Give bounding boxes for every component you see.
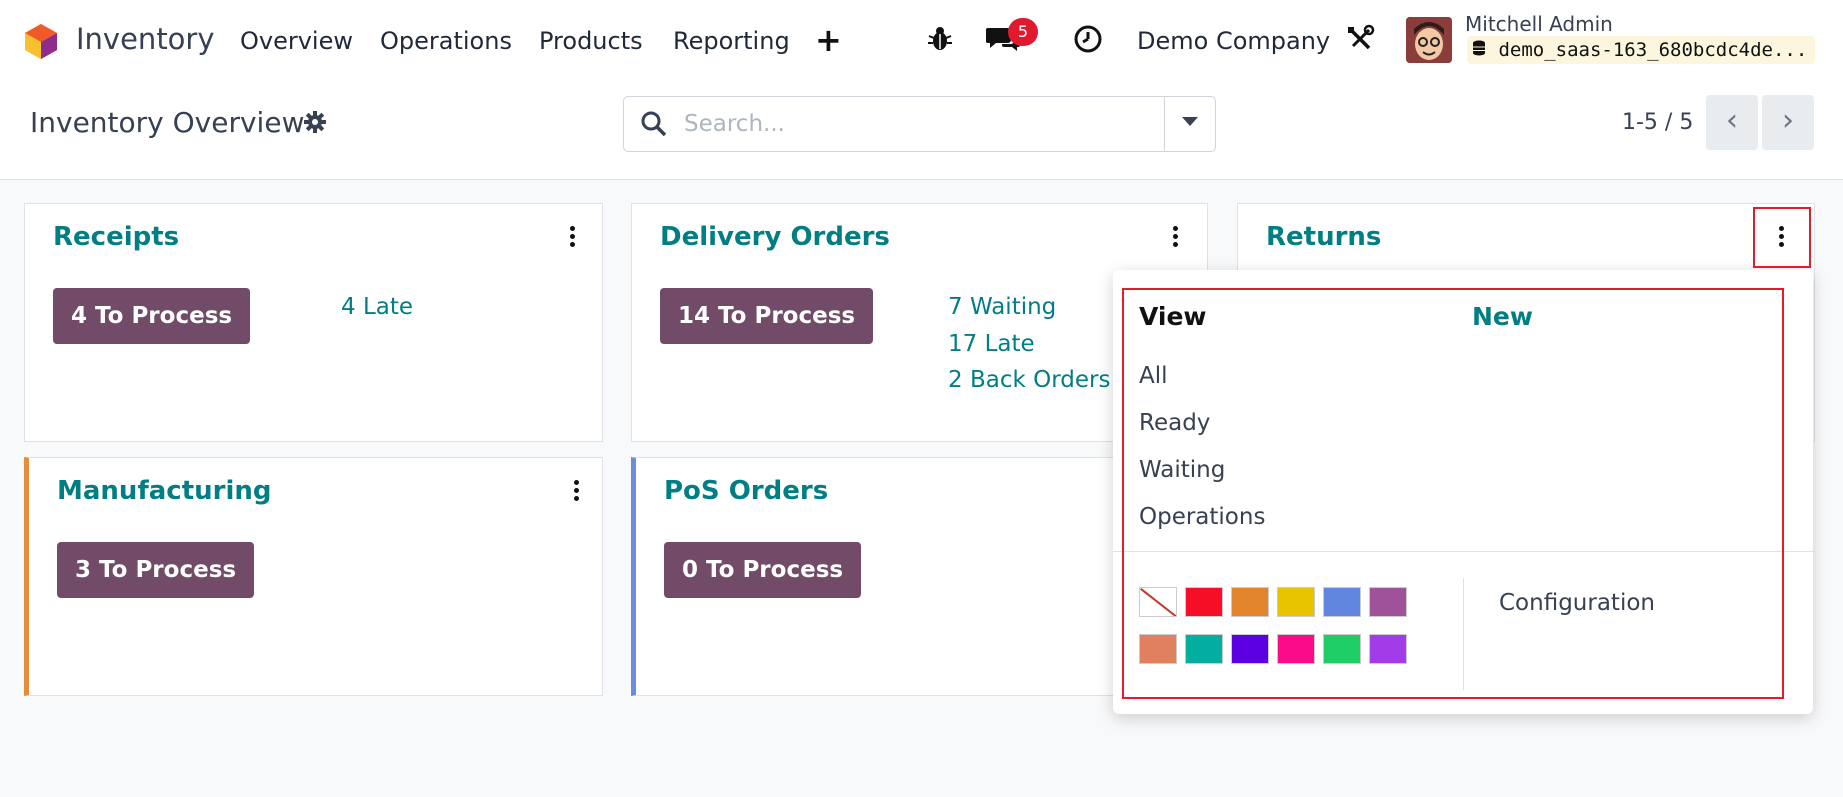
card-title[interactable]: Manufacturing xyxy=(57,476,272,506)
clock-icon[interactable] xyxy=(1073,24,1103,54)
menu-overview[interactable]: Overview xyxy=(240,27,353,55)
top-navbar: Inventory Overview Operations Products R… xyxy=(0,0,1843,80)
page-title: Inventory Overview xyxy=(30,106,305,139)
card-title[interactable]: Delivery Orders xyxy=(660,222,890,252)
gear-icon[interactable] xyxy=(303,110,327,134)
plus-icon[interactable]: + xyxy=(815,21,842,59)
search-input[interactable] xyxy=(684,107,1154,141)
pager-value[interactable]: 1-5 / 5 xyxy=(1622,110,1694,135)
search-icon xyxy=(641,111,667,137)
color-swatch[interactable] xyxy=(1323,634,1361,664)
color-swatch[interactable] xyxy=(1369,587,1407,617)
view-ready-item[interactable]: Ready xyxy=(1139,410,1211,436)
database-chip[interactable]: demo_saas-163_680bcdc4de... xyxy=(1467,36,1815,64)
view-waiting-item[interactable]: Waiting xyxy=(1139,457,1226,483)
kebab-menu-icon[interactable] xyxy=(1777,226,1785,250)
app-name[interactable]: Inventory xyxy=(76,22,215,56)
color-swatch[interactable] xyxy=(1231,634,1269,664)
chat-count-badge: 5 xyxy=(1008,18,1038,46)
user-avatar[interactable] xyxy=(1406,17,1452,63)
late-link[interactable]: 17 Late xyxy=(948,331,1035,357)
color-swatch[interactable] xyxy=(1185,634,1223,664)
late-link[interactable]: 4 Late xyxy=(341,294,414,320)
search-divider xyxy=(1164,97,1165,151)
tools-icon[interactable] xyxy=(1345,24,1375,54)
dropdown-divider xyxy=(1113,551,1813,552)
menu-reporting[interactable]: Reporting xyxy=(673,27,790,55)
kebab-menu-icon[interactable] xyxy=(572,480,580,504)
bug-icon[interactable] xyxy=(925,24,955,54)
color-swatch[interactable] xyxy=(1277,634,1315,664)
search-bar xyxy=(623,96,1216,152)
configuration-item[interactable]: Configuration xyxy=(1499,590,1655,616)
search-options-caret-icon[interactable] xyxy=(1182,117,1198,126)
new-section-heading: New xyxy=(1472,302,1533,331)
view-operations-item[interactable]: Operations xyxy=(1139,504,1266,530)
card-receipts: Receipts 4 To Process 4 Late xyxy=(24,203,603,442)
user-name[interactable]: Mitchell Admin xyxy=(1465,12,1613,36)
menu-products[interactable]: Products xyxy=(539,27,643,55)
card-title[interactable]: PoS Orders xyxy=(664,476,829,506)
color-swatch[interactable] xyxy=(1185,587,1223,617)
color-swatch[interactable] xyxy=(1277,587,1315,617)
to-process-button[interactable]: 0 To Process xyxy=(664,542,862,598)
card-options-dropdown: View New All Ready Waiting Operations Co… xyxy=(1113,270,1813,714)
database-name: demo_saas-163_680bcdc4de... xyxy=(1498,39,1808,61)
color-swatch[interactable] xyxy=(1323,587,1361,617)
color-swatch[interactable] xyxy=(1231,587,1269,617)
waiting-link[interactable]: 7 Waiting xyxy=(948,294,1057,320)
control-panel: Inventory Overview 1-5 / 5 ‹ › xyxy=(0,80,1843,180)
database-icon xyxy=(1473,36,1487,64)
menu-operations[interactable]: Operations xyxy=(380,27,512,55)
view-section-heading: View xyxy=(1139,302,1207,331)
back-orders-link[interactable]: 2 Back Orders xyxy=(948,367,1111,393)
color-swatch[interactable] xyxy=(1139,634,1177,664)
dropdown-vertical-divider xyxy=(1463,578,1464,690)
kebab-menu-icon[interactable] xyxy=(1171,226,1179,250)
kebab-menu-icon[interactable] xyxy=(568,226,576,250)
to-process-button[interactable]: 4 To Process xyxy=(53,288,251,344)
card-manufacturing: Manufacturing 3 To Process xyxy=(24,457,603,696)
view-all-item[interactable]: All xyxy=(1139,363,1168,389)
pager-previous-button[interactable]: ‹ xyxy=(1706,95,1758,150)
pager-next-button[interactable]: › xyxy=(1762,95,1814,150)
card-title[interactable]: Receipts xyxy=(53,222,180,252)
to-process-button[interactable]: 3 To Process xyxy=(57,542,255,598)
color-swatch[interactable] xyxy=(1369,634,1407,664)
card-pos-orders: PoS Orders 0 To Process xyxy=(631,457,1208,696)
color-swatch[interactable] xyxy=(1139,587,1177,617)
to-process-button[interactable]: 14 To Process xyxy=(660,288,874,344)
inventory-app-icon[interactable] xyxy=(22,22,60,60)
company-switcher[interactable]: Demo Company xyxy=(1137,27,1331,55)
card-title[interactable]: Returns xyxy=(1266,222,1382,252)
